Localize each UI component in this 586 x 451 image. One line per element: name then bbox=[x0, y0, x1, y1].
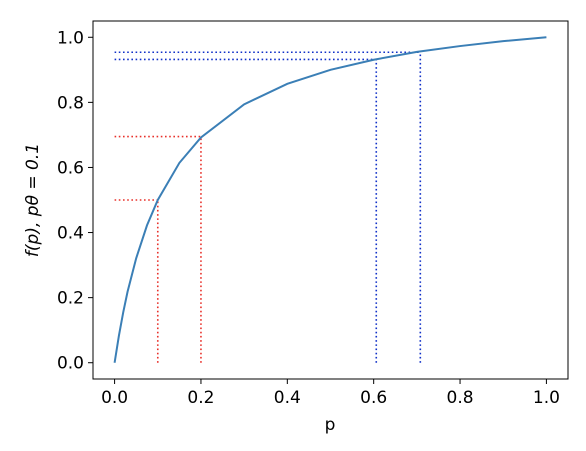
plot-frame bbox=[92, 20, 569, 380]
y-axis-label: f(p), pθ = 0.1 bbox=[23, 143, 43, 257]
y-tick-label: 0.0 bbox=[57, 354, 84, 374]
y-tick-label: 0.6 bbox=[57, 158, 84, 178]
x-tick-label: 0.0 bbox=[101, 388, 128, 408]
x-axis-label: p bbox=[325, 415, 336, 435]
x-tick-label: 0.2 bbox=[187, 388, 214, 408]
y-tick-label: 0.2 bbox=[57, 289, 84, 309]
x-tick-label: 1.0 bbox=[533, 388, 560, 408]
x-tick-label: 0.6 bbox=[360, 388, 387, 408]
line bbox=[113, 36, 547, 363]
y-tick-label: 0.4 bbox=[57, 224, 84, 244]
y-tick-label: 1.0 bbox=[57, 28, 84, 48]
y-tick-label: 0.8 bbox=[57, 93, 84, 113]
x-tick-label: 0.4 bbox=[274, 388, 301, 408]
x-tick-label: 0.8 bbox=[447, 388, 474, 408]
